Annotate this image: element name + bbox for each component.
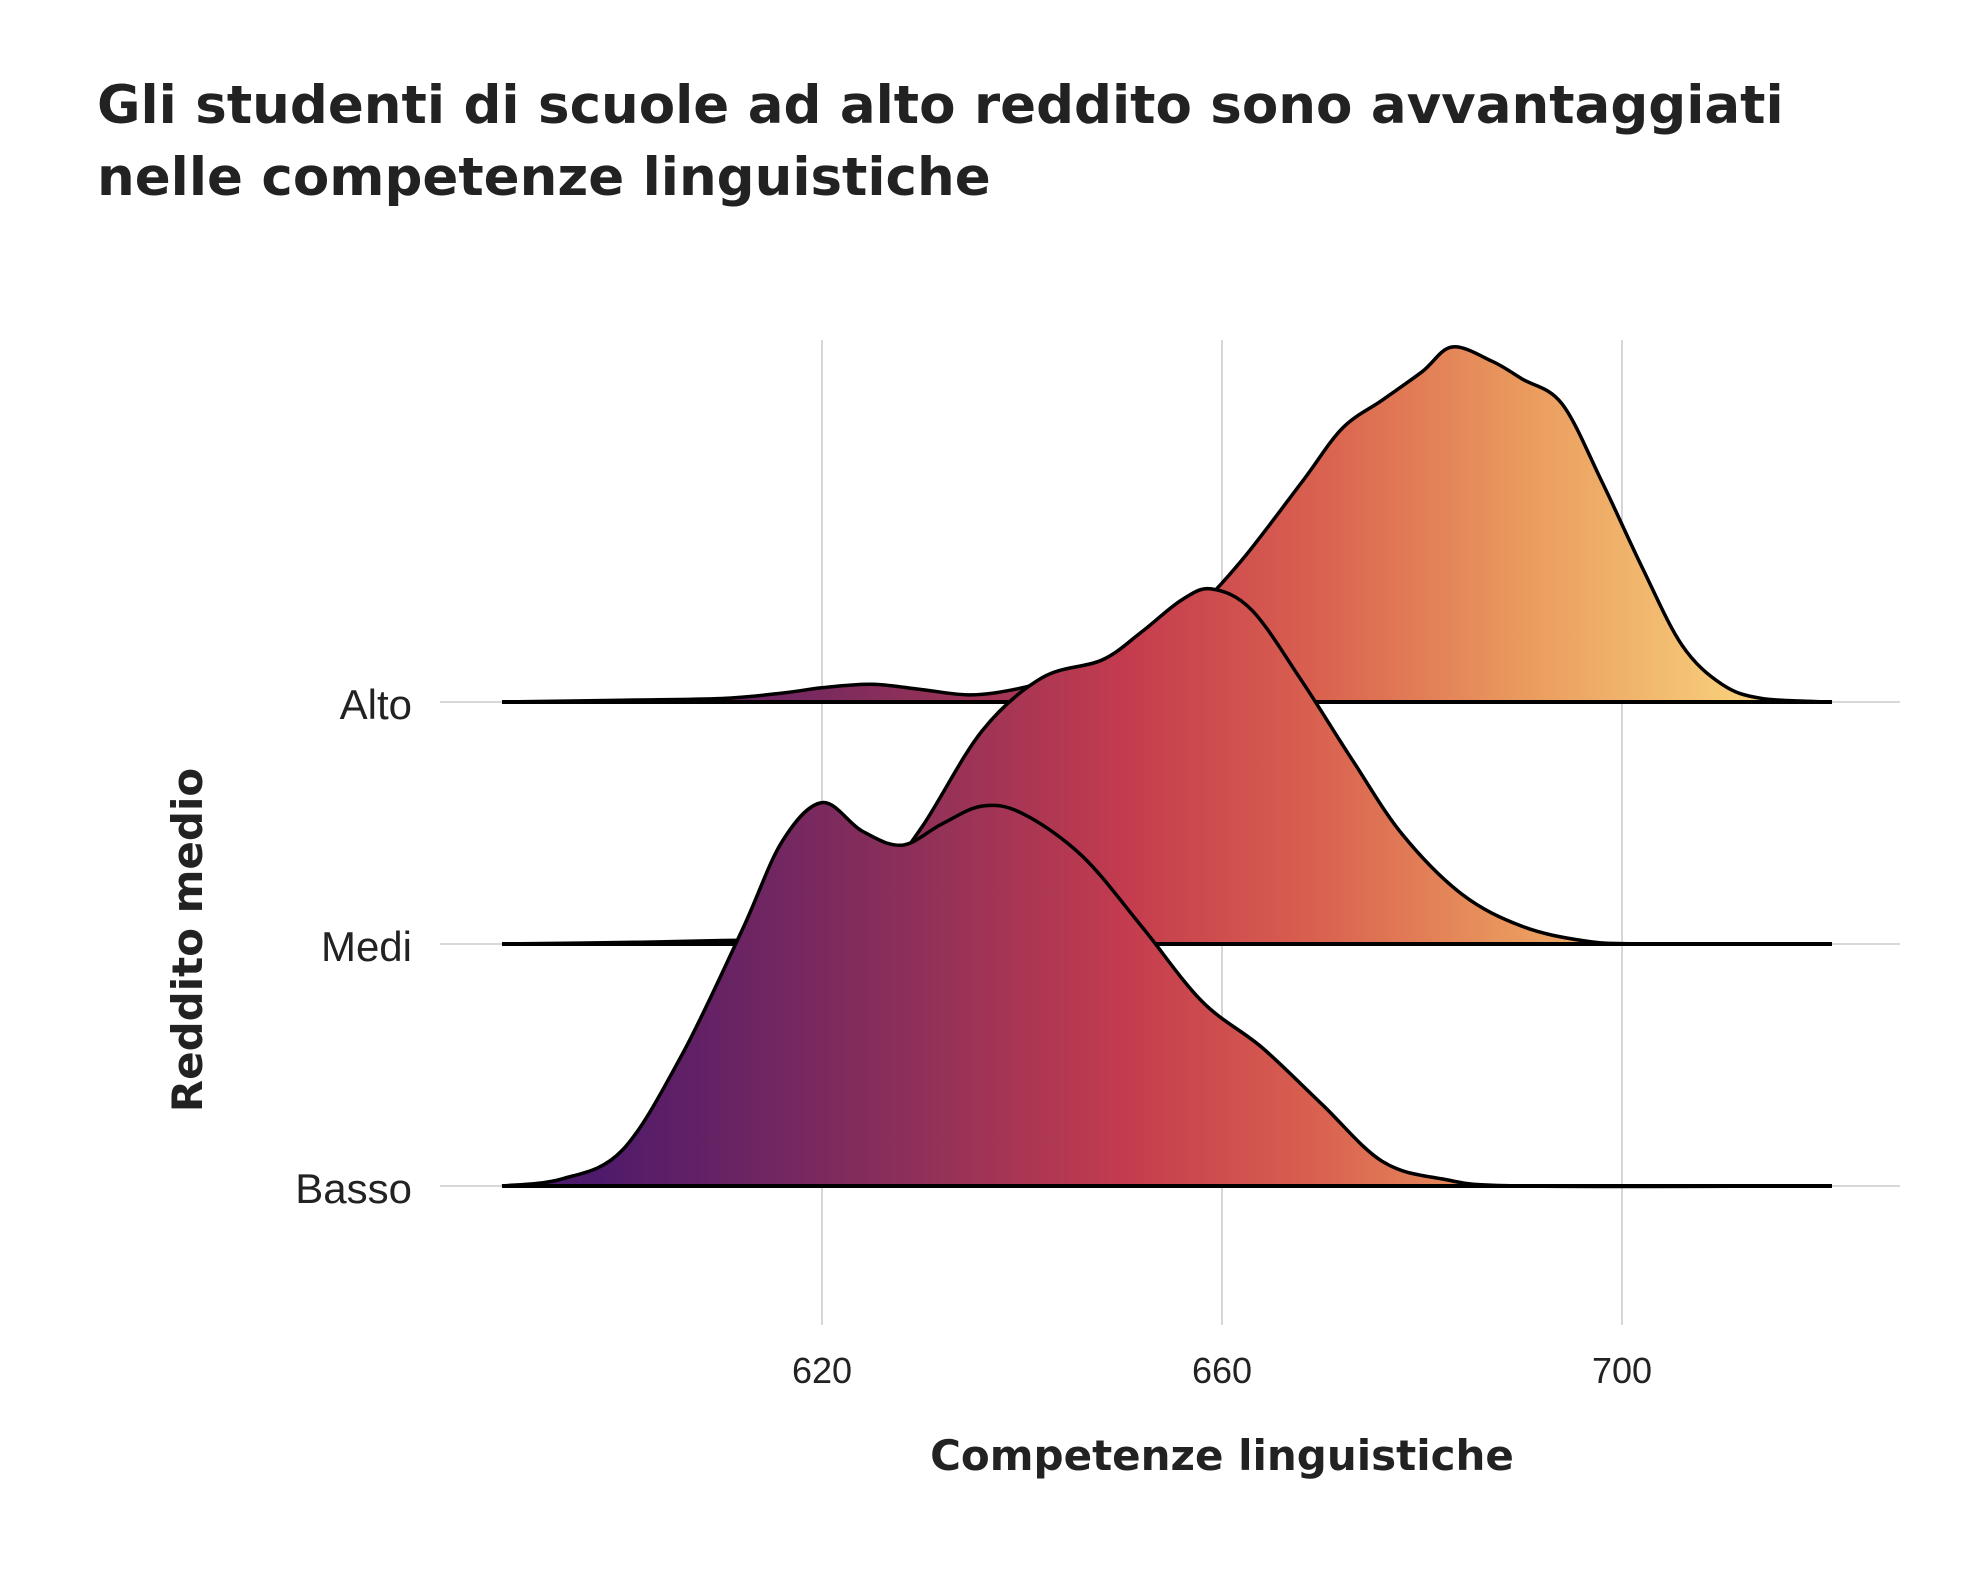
y-axis-ticks: Alto Medi Basso xyxy=(295,681,412,1212)
ridge-outline-basso xyxy=(501,800,1833,1189)
ridge-basso xyxy=(501,800,1833,1189)
density-ridges xyxy=(501,345,1833,1189)
x-axis-title: Competenze linguistiche xyxy=(930,1431,1514,1480)
x-tick-label-620: 620 xyxy=(792,1350,852,1391)
y-tick-label-alto: Alto xyxy=(340,681,412,728)
ridge-fill-alto xyxy=(502,346,1832,702)
y-axis-title: Reddito medio xyxy=(163,768,212,1112)
y-tick-label-basso: Basso xyxy=(295,1165,412,1212)
x-tick-label-700: 700 xyxy=(1592,1350,1652,1391)
x-axis-ticks: 620 660 700 xyxy=(792,1350,1652,1391)
ridge-fill-basso xyxy=(502,802,1832,1187)
ridge-outline-alto xyxy=(501,345,1833,704)
x-tick-label-660: 660 xyxy=(1192,1350,1252,1391)
chart-title-line-1: Gli studenti di scuole ad alto reddito s… xyxy=(97,75,1784,136)
chart-title-line-2: nelle competenze linguistiche xyxy=(97,147,991,208)
ridge-fill-medi xyxy=(502,588,1832,945)
chart-title: Gli studenti di scuole ad alto reddito s… xyxy=(97,70,1897,214)
y-tick-label-medi: Medi xyxy=(321,923,412,970)
